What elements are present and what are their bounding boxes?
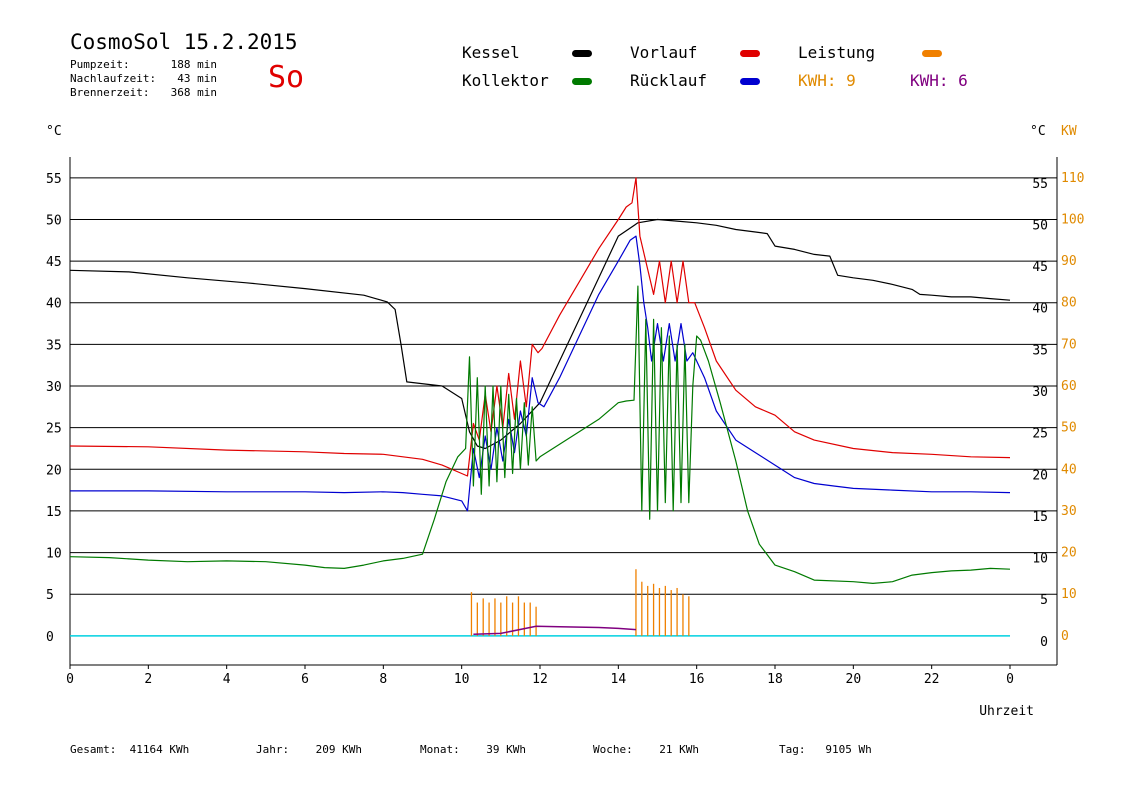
legend-label-ruecklauf: Rücklauf xyxy=(630,71,708,90)
y2-tick-label: 50 xyxy=(1061,421,1077,436)
y2-tick-label: 60 xyxy=(1061,379,1077,394)
y-tick-label: 15 xyxy=(46,505,62,520)
y-tick-label-right: 30 xyxy=(1032,385,1048,400)
stat-brennerzeit: Brennerzeit: 368 min xyxy=(70,86,217,99)
y-tick-label: 5 xyxy=(46,588,54,603)
y2-tick-label: 40 xyxy=(1061,462,1077,477)
y-tick-label: 30 xyxy=(46,380,62,395)
weekday-label: So xyxy=(268,60,305,95)
legend-swatch-kollektor xyxy=(572,78,592,85)
y2-tick-label: 110 xyxy=(1061,171,1084,186)
stat-pumpzeit: Pumpzeit: 188 min xyxy=(70,58,217,71)
x-tick-label: 12 xyxy=(532,672,548,687)
y-tick-label-right: 55 xyxy=(1032,177,1048,192)
y2-axis-unit: KW xyxy=(1061,124,1077,139)
series-vorlauf xyxy=(69,177,1011,477)
x-tick-label: 14 xyxy=(611,672,627,687)
footer-gesamt: Gesamt: 41164 KWh xyxy=(70,743,190,756)
footer-tag: Tag: 9105 Wh xyxy=(779,743,872,756)
y2-tick-label: 80 xyxy=(1061,296,1077,311)
y-tick-label: 35 xyxy=(46,338,62,353)
y-tick-label: 10 xyxy=(46,547,62,562)
x-tick-label: 0 xyxy=(66,672,74,687)
legend-swatch-ruecklauf xyxy=(740,78,760,85)
legend-label-kollektor: Kollektor xyxy=(462,71,549,90)
footer-monat: Monat: 39 KWh xyxy=(420,743,526,756)
legend-label-vorlauf: Vorlauf xyxy=(630,43,698,62)
y-tick-label: 40 xyxy=(46,297,62,312)
series-kwh-solar xyxy=(473,625,637,635)
y-tick-label: 50 xyxy=(46,213,62,228)
y-tick-label-right: 5 xyxy=(1040,593,1048,608)
y2-tick-label: 100 xyxy=(1061,212,1084,227)
y-tick-label-right: 15 xyxy=(1032,510,1048,525)
footer-jahr: Jahr: 209 KWh xyxy=(256,743,362,756)
x-tick-label: 10 xyxy=(454,672,470,687)
y-tick-label-right: 25 xyxy=(1032,427,1048,442)
x-tick-label: 22 xyxy=(924,672,940,687)
y-tick-label: 45 xyxy=(46,255,62,270)
x-tick-label: 16 xyxy=(689,672,705,687)
x-tick-label: 8 xyxy=(379,672,387,687)
x-tick-label: 20 xyxy=(846,672,862,687)
y2-tick-label: 10 xyxy=(1061,587,1077,602)
x-tick-label: 0 xyxy=(1006,672,1014,687)
legend-swatch-vorlauf xyxy=(740,50,760,57)
series-kollektor xyxy=(69,285,1011,585)
series-r-cklauf xyxy=(70,235,1011,512)
y2-tick-label: 0 xyxy=(1061,629,1069,644)
footer-woche: Woche: 21 KWh xyxy=(593,743,699,756)
kwh-total-solar: KWH: 6 xyxy=(910,71,968,90)
y-tick-label: 25 xyxy=(46,422,62,437)
y2-tick-label: 70 xyxy=(1061,337,1077,352)
series-kessel xyxy=(69,218,1011,450)
y2-tick-label: 30 xyxy=(1061,504,1077,519)
x-tick-label: 2 xyxy=(144,672,152,687)
legend-swatch-kessel xyxy=(572,50,592,57)
y-tick-label-right: 0 xyxy=(1040,635,1048,650)
y-axis-unit-left: °C xyxy=(46,124,62,139)
x-tick-label: 18 xyxy=(767,672,783,687)
legend-label-kessel: Kessel xyxy=(462,43,520,62)
y-tick-label-right: 50 xyxy=(1032,218,1048,233)
y-tick-label: 20 xyxy=(46,463,62,478)
y2-tick-label: 90 xyxy=(1061,254,1077,269)
y-tick-label: 55 xyxy=(46,172,62,187)
y-tick-label-right: 35 xyxy=(1032,343,1048,358)
y-tick-label-right: 10 xyxy=(1032,552,1048,567)
x-tick-label: 6 xyxy=(301,672,309,687)
kwh-total-leistung: KWH: 9 xyxy=(798,71,856,90)
y-tick-label-right: 45 xyxy=(1032,260,1048,275)
x-tick-label: 4 xyxy=(223,672,231,687)
y-tick-label-right: 20 xyxy=(1032,468,1048,483)
y-axis-unit-right: °C xyxy=(1030,124,1046,139)
y2-tick-label: 20 xyxy=(1061,546,1077,561)
y-tick-label: 0 xyxy=(46,630,54,645)
y-tick-label-right: 40 xyxy=(1032,302,1048,317)
x-axis-label: Uhrzeit xyxy=(979,704,1034,719)
stat-nachlaufzeit: Nachlaufzeit: 43 min xyxy=(70,72,217,85)
legend-label-leistung: Leistung xyxy=(798,43,876,62)
chart-title: CosmoSol 15.2.2015 xyxy=(70,30,298,54)
legend-swatch-leistung xyxy=(922,50,942,57)
